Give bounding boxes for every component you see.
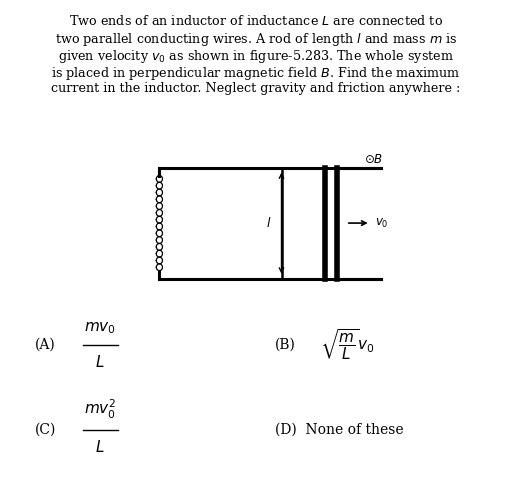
Text: $L$: $L$: [95, 439, 105, 455]
Text: (C): (C): [35, 423, 56, 437]
Text: $mv_0$: $mv_0$: [84, 320, 116, 336]
Text: two parallel conducting wires. A rod of length $l$ and mass $m$ is: two parallel conducting wires. A rod of …: [55, 31, 457, 48]
Text: $\odot B$: $\odot B$: [364, 153, 383, 166]
Text: Two ends of an inductor of inductance $L$ are connected to: Two ends of an inductor of inductance $L…: [69, 14, 443, 28]
Text: is placed in perpendicular magnetic field $B$. Find the maximum: is placed in perpendicular magnetic fiel…: [51, 65, 461, 82]
Text: (A): (A): [35, 338, 56, 352]
Text: (B): (B): [275, 338, 296, 352]
Text: given velocity $v_0$ as shown in figure-5.283. The whole system: given velocity $v_0$ as shown in figure-…: [58, 48, 454, 65]
Text: $\sqrt{\dfrac{m}{L}}v_0$: $\sqrt{\dfrac{m}{L}}v_0$: [320, 328, 375, 362]
Text: $L$: $L$: [95, 354, 105, 370]
Text: $v_0$: $v_0$: [375, 216, 388, 230]
Text: $l$: $l$: [266, 216, 271, 230]
Text: $mv_0^2$: $mv_0^2$: [84, 398, 116, 421]
Text: (D)  None of these: (D) None of these: [275, 423, 403, 437]
Text: current in the inductor. Neglect gravity and friction anywhere :: current in the inductor. Neglect gravity…: [51, 82, 461, 95]
